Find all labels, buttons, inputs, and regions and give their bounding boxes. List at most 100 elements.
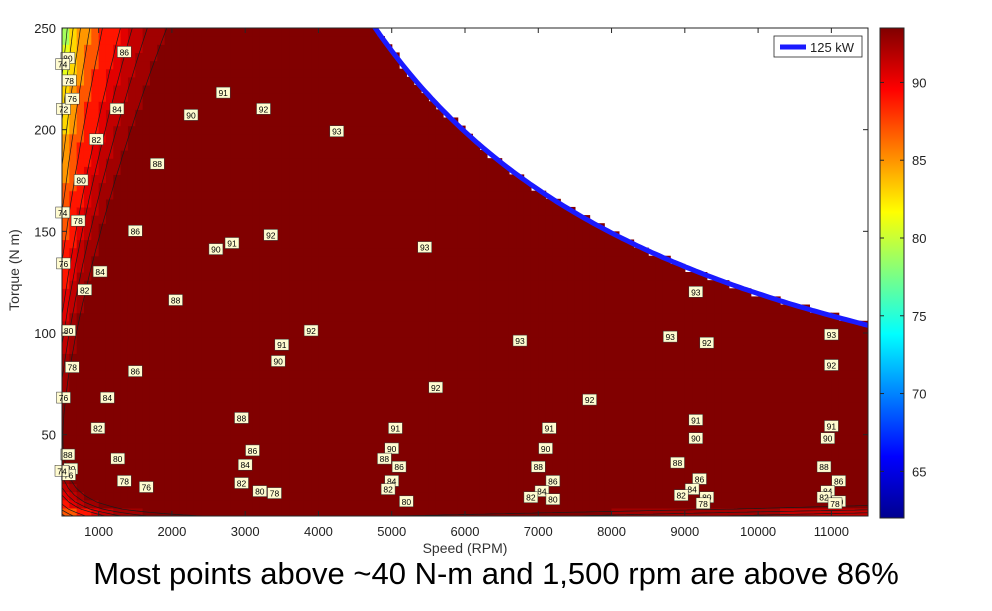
heatmap-cell xyxy=(296,272,305,281)
heatmap-cell xyxy=(311,247,320,257)
heatmap-cell xyxy=(428,459,437,468)
heatmap-cell xyxy=(76,93,85,102)
heatmap-cell xyxy=(736,361,745,371)
heatmap-cell xyxy=(296,166,305,175)
heatmap-cell xyxy=(750,345,759,354)
heatmap-cell xyxy=(135,76,144,86)
heatmap-cell xyxy=(281,182,290,192)
heatmap-cell xyxy=(127,475,136,485)
heatmap-cell xyxy=(340,345,349,354)
heatmap-cell xyxy=(245,109,254,119)
heatmap-cell xyxy=(223,182,232,192)
heatmap-cell xyxy=(596,272,605,281)
heatmap-cell xyxy=(127,36,136,45)
heatmap-cell xyxy=(333,231,342,241)
heatmap-cell xyxy=(721,499,730,509)
heatmap-cell xyxy=(267,247,276,257)
heatmap-cell xyxy=(545,402,554,411)
heatmap-cell xyxy=(472,499,481,509)
heatmap-cell xyxy=(450,182,459,192)
heatmap-cell xyxy=(648,280,657,289)
heatmap-cell xyxy=(743,377,752,387)
heatmap-cell xyxy=(552,369,561,379)
heatmap-cell xyxy=(450,418,459,428)
heatmap-cell xyxy=(377,280,385,289)
heatmap-cell xyxy=(516,304,525,314)
heatmap-cell xyxy=(501,410,510,419)
heatmap-cell xyxy=(289,182,298,192)
heatmap-cell xyxy=(406,426,415,436)
heatmap-cell xyxy=(164,328,173,338)
heatmap-cell xyxy=(560,247,569,257)
heatmap-cell xyxy=(758,467,767,476)
heatmap-cell xyxy=(472,150,481,159)
heatmap-cell xyxy=(120,198,129,208)
heatmap-cell xyxy=(201,288,210,297)
heatmap-cell xyxy=(413,459,422,468)
heatmap-cell xyxy=(333,426,342,436)
heatmap-cell xyxy=(127,288,136,297)
heatmap-cell xyxy=(662,410,671,419)
heatmap-cell xyxy=(171,280,180,289)
heatmap-cell xyxy=(296,394,305,403)
heatmap-cell xyxy=(662,450,671,460)
heatmap-cell xyxy=(98,491,107,501)
heatmap-cell xyxy=(333,507,342,516)
heatmap-cell xyxy=(186,133,195,143)
heatmap-cell xyxy=(91,28,100,37)
heatmap-cell xyxy=(399,337,407,346)
heatmap-cell xyxy=(201,44,210,53)
heatmap-cell xyxy=(274,117,283,127)
heatmap-cell xyxy=(208,361,217,371)
heatmap-cell xyxy=(494,272,503,281)
heatmap-cell xyxy=(457,247,466,257)
heatmap-cell xyxy=(120,109,129,119)
heatmap-cell xyxy=(325,44,334,53)
heatmap-cell xyxy=(530,450,539,460)
heatmap-cell xyxy=(626,312,635,322)
heatmap-cell xyxy=(523,434,532,444)
heatmap-cell xyxy=(259,36,268,45)
heatmap-cell xyxy=(399,394,407,403)
heatmap-cell xyxy=(391,499,400,509)
heatmap-cell xyxy=(289,247,298,257)
heatmap-cell xyxy=(560,377,569,387)
heatmap-cell xyxy=(589,312,598,322)
heatmap-cell xyxy=(362,76,371,86)
heatmap-cell xyxy=(648,345,657,354)
heatmap-cell xyxy=(406,434,415,444)
heatmap-cell xyxy=(765,312,774,322)
heatmap-cell xyxy=(179,231,188,241)
heatmap-cell xyxy=(289,117,298,127)
heatmap-cell xyxy=(252,52,261,62)
heatmap-cell xyxy=(193,239,202,249)
heatmap-cell xyxy=(794,459,803,468)
heatmap-cell xyxy=(179,68,188,78)
heatmap-cell xyxy=(692,491,701,501)
heatmap-cell xyxy=(274,499,283,509)
heatmap-cell xyxy=(633,483,642,493)
heatmap-cell xyxy=(274,369,283,379)
heatmap-cell xyxy=(846,328,854,338)
heatmap-cell xyxy=(567,491,576,501)
heatmap-cell xyxy=(259,459,268,468)
heatmap-cell xyxy=(215,304,224,314)
heatmap-cell xyxy=(318,198,327,208)
heatmap-cell xyxy=(245,296,254,306)
heatmap-cell xyxy=(267,467,276,476)
heatmap-cell xyxy=(105,263,114,273)
heatmap-cell xyxy=(105,467,114,476)
heatmap-cell xyxy=(340,491,349,501)
heatmap-cell xyxy=(479,312,488,322)
heatmap-cell xyxy=(157,166,166,175)
heatmap-cell xyxy=(421,215,429,224)
heatmap-cell xyxy=(684,467,693,476)
heatmap-cell xyxy=(208,93,217,102)
heatmap-cell xyxy=(142,337,151,346)
heatmap-cell xyxy=(384,109,393,119)
heatmap-cell xyxy=(303,410,312,419)
heatmap-cell xyxy=(633,459,642,468)
heatmap-cell xyxy=(76,320,85,330)
heatmap-cell xyxy=(508,499,517,509)
heatmap-cell xyxy=(816,328,825,338)
